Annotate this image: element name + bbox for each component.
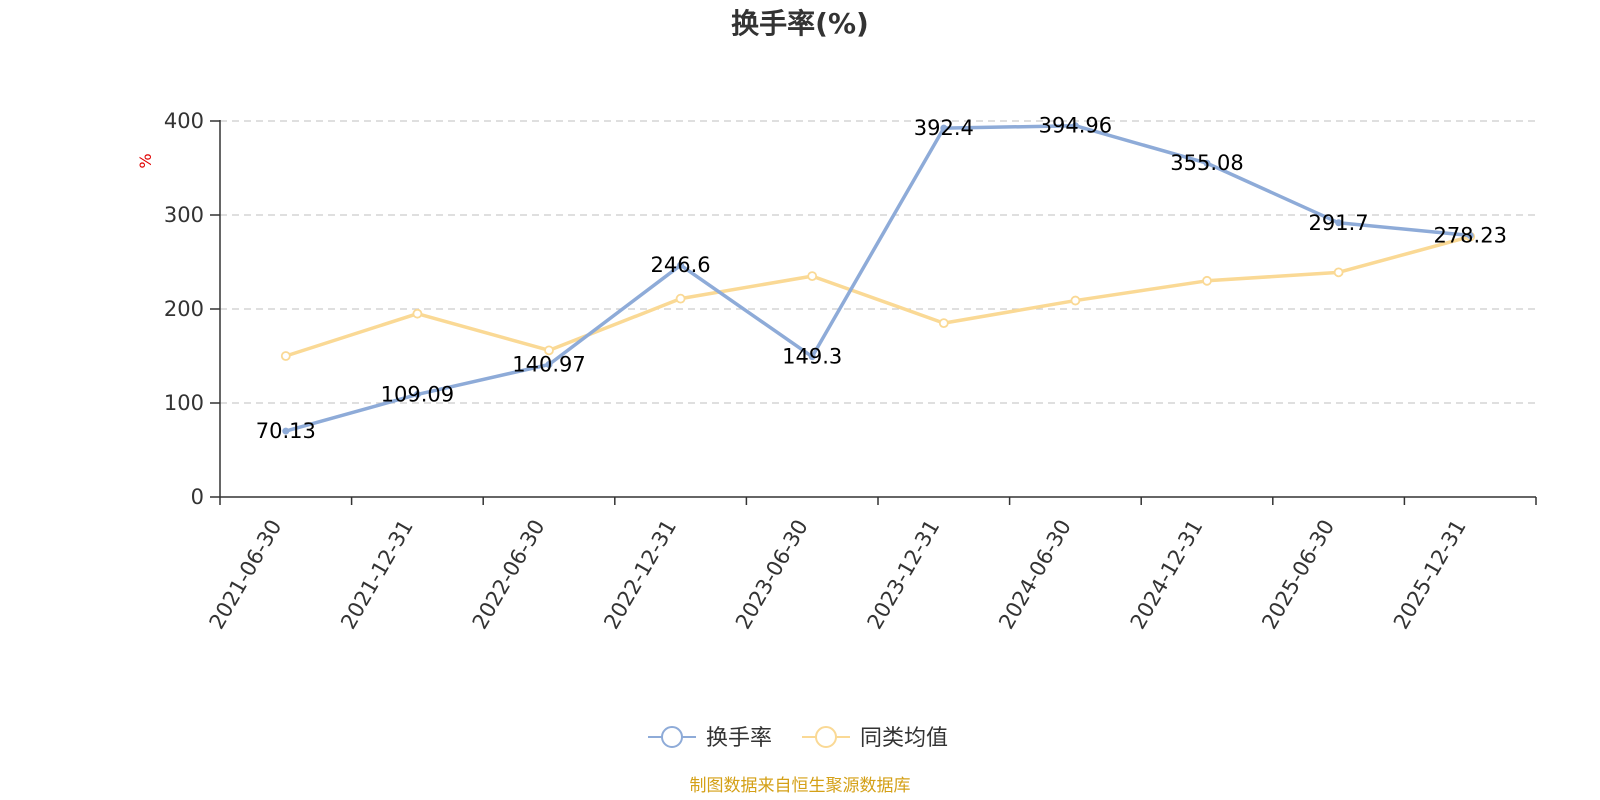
turnover-data-label: 355.08 (1170, 151, 1243, 175)
legend-marker-icon (661, 726, 683, 748)
turnover-point (1071, 122, 1079, 130)
y-tick-label: 100 (164, 391, 204, 415)
turnover-point (545, 360, 553, 368)
x-tick-label: 2024-12-31 (1126, 516, 1208, 634)
legend-label: 换手率 (706, 726, 772, 751)
series-lines (280, 122, 1476, 435)
peer-average-point (938, 318, 949, 329)
turnover-data-label: 109.09 (381, 382, 454, 406)
turnover-point (808, 353, 816, 361)
y-tick-label: 400 (164, 109, 204, 133)
turnover-point (413, 390, 421, 398)
series-line-turnover (285, 123, 1471, 433)
x-tick-label: 2025-06-30 (1257, 516, 1339, 634)
peer-average-point (280, 351, 291, 361)
series-line-peer-average (285, 234, 1471, 358)
peer-average-point (544, 345, 554, 356)
x-tick-label: 2024-06-30 (994, 516, 1076, 634)
turnover-data-label: 278.23 (1433, 223, 1506, 247)
turnover-data-label: 291.7 (1309, 211, 1369, 235)
peer-average-point (1333, 267, 1344, 278)
x-tick-label: 2023-06-30 (731, 516, 813, 634)
y-tick-label: 0 (191, 485, 204, 509)
turnover-data-label: 394.96 (1039, 114, 1112, 138)
legend-label: 同类均值 (860, 726, 948, 751)
turnover-data-label: 70.13 (256, 419, 316, 443)
turnover-point (1203, 159, 1211, 167)
peer-average-point (1202, 275, 1212, 286)
x-tick-label: 2025-12-31 (1389, 516, 1471, 634)
x-tick-label: 2023-12-31 (863, 516, 945, 634)
axes: 0 100 200 300 400 2021-06-30 2021-12-31 2022-06… (164, 109, 1537, 634)
turnover-data-label: 140.97 (512, 352, 585, 376)
y-tick-label: 200 (164, 297, 204, 321)
y-tick-label: 300 (164, 203, 204, 227)
legend[interactable]: 换手率 同类均值 (648, 726, 948, 751)
peer-average-point (807, 271, 818, 282)
turnover-point (940, 124, 948, 132)
turnover-point (1335, 219, 1343, 227)
turnover-point (677, 261, 685, 269)
legend-item-peer-average[interactable]: 同类均值 (802, 726, 948, 751)
peer-average-point (412, 308, 423, 319)
chart-title: 换手率(%) (731, 7, 869, 40)
source-note: 制图数据来自恒生聚源数据库 (690, 776, 911, 796)
turnover-data-label: 246.6 (651, 253, 711, 277)
data-labels: 70.13 109.09 140.97 246.6 149.3 392.4 394.96 35… (256, 114, 1507, 443)
x-tick-label: 2021-12-31 (336, 516, 418, 634)
peer-average-point (675, 293, 686, 304)
peer-average-point (1070, 295, 1081, 306)
x-tick-label: 2022-06-30 (468, 516, 550, 634)
turnover-data-label: 392.4 (914, 116, 974, 140)
turnover-data-label: 149.3 (782, 345, 842, 369)
grid-lines (220, 120, 1536, 404)
x-tick-label: 2021-06-30 (205, 516, 287, 634)
turnover-point (282, 427, 290, 435)
x-tick-label: 2022-12-31 (599, 516, 681, 634)
turnover-point (1466, 231, 1474, 239)
legend-item-turnover[interactable]: 换手率 (648, 726, 772, 751)
legend-marker-icon (815, 726, 837, 748)
y-axis-unit-label: % (136, 153, 155, 168)
